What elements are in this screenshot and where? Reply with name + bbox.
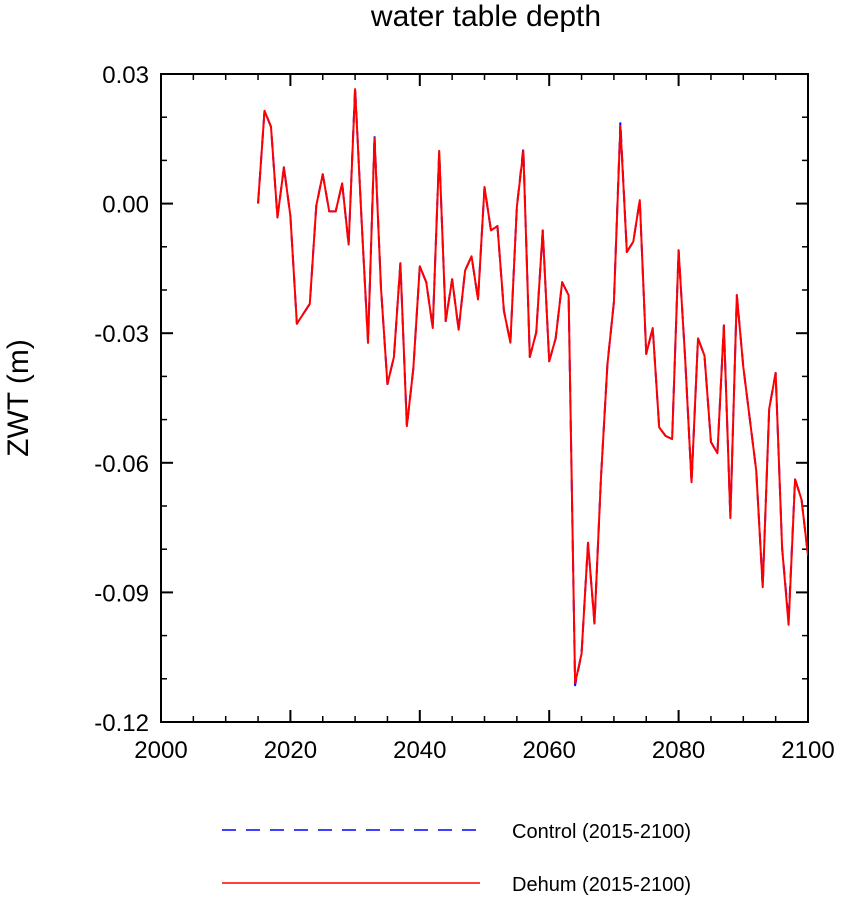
chart-title: water table depth	[370, 0, 601, 33]
x-tick-label: 2000	[134, 737, 187, 764]
plot-frame	[160, 73, 809, 723]
y-tick-label: 0.00	[102, 192, 149, 219]
y-tick-label: -0.03	[94, 321, 149, 348]
x-tick-label: 2100	[781, 737, 834, 764]
legend-label-dehum: Dehum (2015-2100)	[512, 874, 691, 896]
y-tick-label: -0.06	[94, 451, 149, 478]
x-tick-label: 2020	[264, 737, 317, 764]
series-group	[257, 85, 808, 687]
x-tick-label: 2060	[523, 737, 576, 764]
y-tick-label: -0.09	[94, 580, 149, 607]
series-line-dehum	[257, 88, 808, 685]
y-tick-label: -0.12	[94, 710, 149, 737]
y-tick-label: 0.03	[102, 62, 149, 89]
x-tick-label: 2040	[393, 737, 446, 764]
y-axis-label: ZWT (m)	[2, 339, 35, 457]
legend: Control (2015-2100) Dehum (2015-2100)	[222, 821, 691, 896]
axes: 2000 2020 2040 2060 2080 2100 0.03 0.00 -0.03 -0.…	[94, 62, 834, 764]
legend-label-control: Control (2015-2100)	[512, 821, 691, 843]
x-tick-label: 2080	[652, 737, 705, 764]
